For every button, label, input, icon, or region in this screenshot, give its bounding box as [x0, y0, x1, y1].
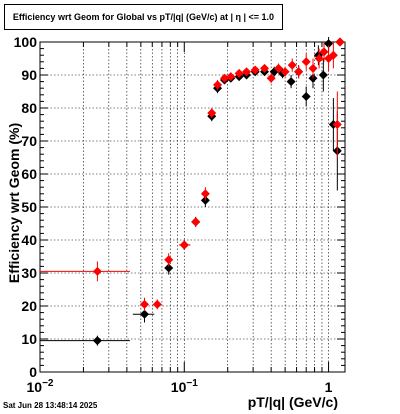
- x-tick-label: 10−2: [27, 378, 54, 395]
- data-point: [200, 189, 210, 199]
- data-point: [191, 217, 201, 227]
- y-tick-label: 10: [21, 331, 37, 347]
- data-point: [280, 67, 290, 77]
- data-point: [179, 240, 189, 250]
- data-point: [152, 299, 162, 309]
- chart-title: Efficiency wrt Geom for Global vs pT/|q|…: [12, 12, 275, 22]
- series-1: [40, 37, 345, 311]
- y-tick-label: 40: [21, 232, 37, 248]
- y-tick-label: 30: [21, 265, 37, 281]
- y-tick-label: 20: [21, 298, 37, 314]
- data-points: [40, 37, 345, 346]
- y-tick-label: 0: [29, 364, 37, 380]
- data-point: [92, 266, 102, 276]
- data-point: [319, 47, 329, 57]
- data-point: [164, 255, 174, 265]
- data-point: [308, 63, 318, 73]
- timestamp: Sat Jun 28 13:48:14 2025: [3, 401, 98, 410]
- y-axis-title: Efficiency wrt Geom (%): [6, 123, 22, 283]
- data-point: [318, 70, 328, 80]
- grid-lines: [40, 42, 345, 372]
- data-point: [287, 60, 297, 70]
- y-tick-label: 60: [21, 166, 37, 182]
- data-point: [274, 63, 284, 73]
- data-point: [92, 336, 102, 346]
- axes: 0 10 20 30 40 50 60 70 80 90 100 10−2 10−1 1: [14, 34, 346, 395]
- data-point: [250, 65, 260, 75]
- data-point: [164, 263, 174, 273]
- data-point: [234, 68, 244, 78]
- data-point: [294, 67, 304, 77]
- data-point: [286, 77, 296, 87]
- data-point: [301, 57, 311, 67]
- y-tick-label: 90: [21, 67, 37, 83]
- x-axis-title: pT/|q| (GeV/c): [248, 394, 338, 410]
- data-point: [213, 80, 223, 90]
- data-point: [301, 91, 311, 101]
- x-tick-label: 1: [325, 379, 333, 395]
- data-point: [266, 73, 276, 83]
- chart-title-box: Efficiency wrt Geom for Global vs pT/|q|…: [4, 4, 283, 30]
- data-point: [332, 120, 342, 129]
- data-point: [242, 67, 252, 77]
- data-point: [314, 54, 324, 63]
- y-tick-label: 50: [21, 199, 37, 215]
- y-tick-label: 80: [21, 100, 37, 116]
- data-point: [328, 50, 338, 60]
- data-point: [226, 72, 236, 82]
- data-point: [324, 39, 334, 49]
- data-point: [139, 309, 149, 319]
- data-point: [335, 37, 345, 47]
- y-tick-label: 70: [21, 133, 37, 149]
- data-point: [219, 73, 229, 83]
- series-0: [40, 37, 345, 346]
- data-point: [139, 299, 149, 309]
- data-point: [207, 108, 217, 118]
- data-point: [260, 63, 270, 73]
- y-tick-label: 100: [14, 34, 38, 50]
- x-tick-label: 10−1: [171, 378, 198, 395]
